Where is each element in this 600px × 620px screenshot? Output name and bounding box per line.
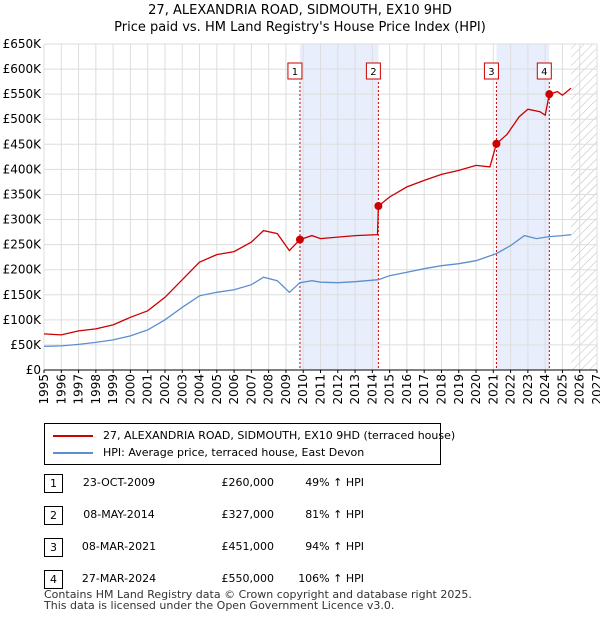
x-tick-label: 2024 [538, 374, 552, 405]
sale-hpi-change: 81% ↑ HPI [305, 508, 364, 521]
x-tick-label: 2008 [262, 374, 276, 405]
sale-number-box [365, 62, 381, 80]
sale-date: 08-MAR-2021 [81, 540, 157, 553]
x-tick-label: 2013 [348, 374, 362, 405]
y-tick-label: £600K [3, 62, 43, 76]
legend-label-hpi: HPI: Average price, terraced house, East… [103, 446, 365, 459]
y-tick-label: £50K [10, 338, 42, 352]
x-tick-label: 2025 [555, 374, 569, 405]
legend-label-property: 27, ALEXANDRIA ROAD, SIDMOUTH, EX10 9HD … [103, 429, 456, 442]
sale-price: £260,000 [221, 476, 275, 489]
x-tick-label: 2011 [314, 374, 328, 405]
chart-title: 27, ALEXANDRIA ROAD, SIDMOUTH, EX10 9HD [148, 3, 452, 18]
sale-number-badge: 4 [44, 570, 63, 589]
y-tick-label: £150K [3, 288, 43, 302]
x-tick-label: 1998 [89, 374, 103, 405]
shaded-period [299, 44, 379, 370]
x-tick-label: 2002 [158, 374, 172, 405]
sale-number-label: 1 [292, 67, 298, 78]
sale-number-box [287, 62, 303, 80]
y-tick-label: £350K [3, 187, 43, 201]
table-row: 3 08-MAR-2021 £451,000 94% ↑ HPI [44, 536, 474, 557]
hpi-line [43, 233, 572, 348]
x-tick-label: 1996 [54, 374, 68, 405]
x-tick-label: 2000 [123, 374, 137, 405]
x-tick-label: 2014 [365, 374, 379, 405]
sale-hpi-change: 94% ↑ HPI [305, 540, 364, 553]
x-tick-label: 2016 [400, 374, 414, 405]
footer-copyright: Contains HM Land Registry data © Crown c… [44, 588, 472, 601]
price-chart: 1 2 3 4 £0 £50K £100K £150K £200K £250K £300K £350K… [3, 37, 600, 405]
forecast-region [571, 44, 597, 370]
x-tick-label: 2010 [296, 374, 310, 405]
table-row: 1 23-OCT-2009 £260,000 49% ↑ HPI [44, 472, 474, 493]
x-tick-label: 2017 [417, 374, 431, 405]
sale-point [545, 90, 554, 99]
sale-point [374, 201, 383, 210]
sale-number-label: 2 [370, 67, 376, 78]
sale-date: 27-MAR-2024 [81, 572, 157, 585]
x-tick-label: 2027 [590, 374, 600, 405]
x-tick-label: 2015 [383, 374, 397, 405]
sale-number-box [483, 62, 499, 80]
property-price-line [43, 87, 572, 336]
y-tick-label: £450K [3, 137, 43, 151]
sale-price: £451,000 [221, 540, 275, 553]
x-tick-label: 1999 [106, 374, 120, 405]
x-tick-label: 2018 [434, 374, 448, 405]
legend-swatch-property [53, 435, 93, 437]
x-tick-label: 2003 [175, 374, 189, 405]
y-tick-label: £300K [3, 213, 43, 227]
x-tick-label: 2007 [244, 374, 258, 405]
sale-number-label: 4 [541, 67, 547, 78]
sale-number-badge: 2 [44, 506, 63, 525]
sale-number-label: 3 [488, 67, 494, 78]
x-tick-label: 2026 [573, 374, 587, 405]
sale-price: £550,000 [221, 572, 275, 585]
x-tick-label: 2009 [279, 374, 293, 405]
x-tick-label: 2022 [504, 374, 518, 405]
sale-date: 08-MAY-2014 [83, 508, 155, 521]
y-tick-label: £500K [3, 112, 43, 126]
y-tick-label: £400K [3, 162, 43, 176]
x-tick-label: 2023 [521, 374, 535, 405]
y-tick-label: £250K [3, 238, 43, 252]
sale-number-badge: 1 [44, 474, 63, 493]
x-tick-label: 2005 [210, 374, 224, 405]
sale-number-badge: 3 [44, 538, 63, 557]
x-tick-label: 2019 [452, 374, 466, 405]
x-tick-label: 1997 [72, 374, 86, 405]
x-tick-label: 2012 [331, 374, 345, 405]
y-tick-label: £650K [3, 37, 43, 51]
sale-point [295, 235, 304, 244]
sale-hpi-change: 106% ↑ HPI [298, 572, 364, 585]
sale-point [492, 139, 501, 148]
x-tick-label: 2001 [141, 374, 155, 405]
table-row: 4 27-MAR-2024 £550,000 106% ↑ HPI [44, 568, 474, 589]
legend: 27, ALEXANDRIA ROAD, SIDMOUTH, EX10 9HD … [44, 423, 455, 465]
sale-price: £327,000 [221, 508, 275, 521]
x-tick-label: 2021 [486, 374, 500, 405]
y-tick-label: £100K [3, 313, 43, 327]
y-tick-label: £0 [26, 363, 41, 377]
table-row: 2 08-MAY-2014 £327,000 81% ↑ HPI [44, 504, 474, 525]
footer-licence: This data is licensed under the Open Gov… [44, 599, 395, 612]
shaded-period [496, 44, 550, 370]
y-tick-label: £200K [3, 263, 43, 277]
footer: Contains HM Land Registry data © Crown c… [44, 589, 472, 611]
x-tick-label: 2004 [193, 374, 207, 405]
chart-subtitle: Price paid vs. HM Land Registry's House … [114, 20, 486, 35]
x-tick-label: 2020 [469, 374, 483, 405]
sale-number-box [536, 62, 552, 80]
legend-swatch-hpi [53, 452, 93, 454]
sale-date: 23-OCT-2009 [82, 476, 156, 489]
x-tick-label: 2006 [227, 374, 241, 405]
y-tick-label: £550K [3, 87, 43, 101]
sale-hpi-change: 49% ↑ HPI [305, 476, 364, 489]
x-tick-label: 1995 [37, 374, 51, 405]
